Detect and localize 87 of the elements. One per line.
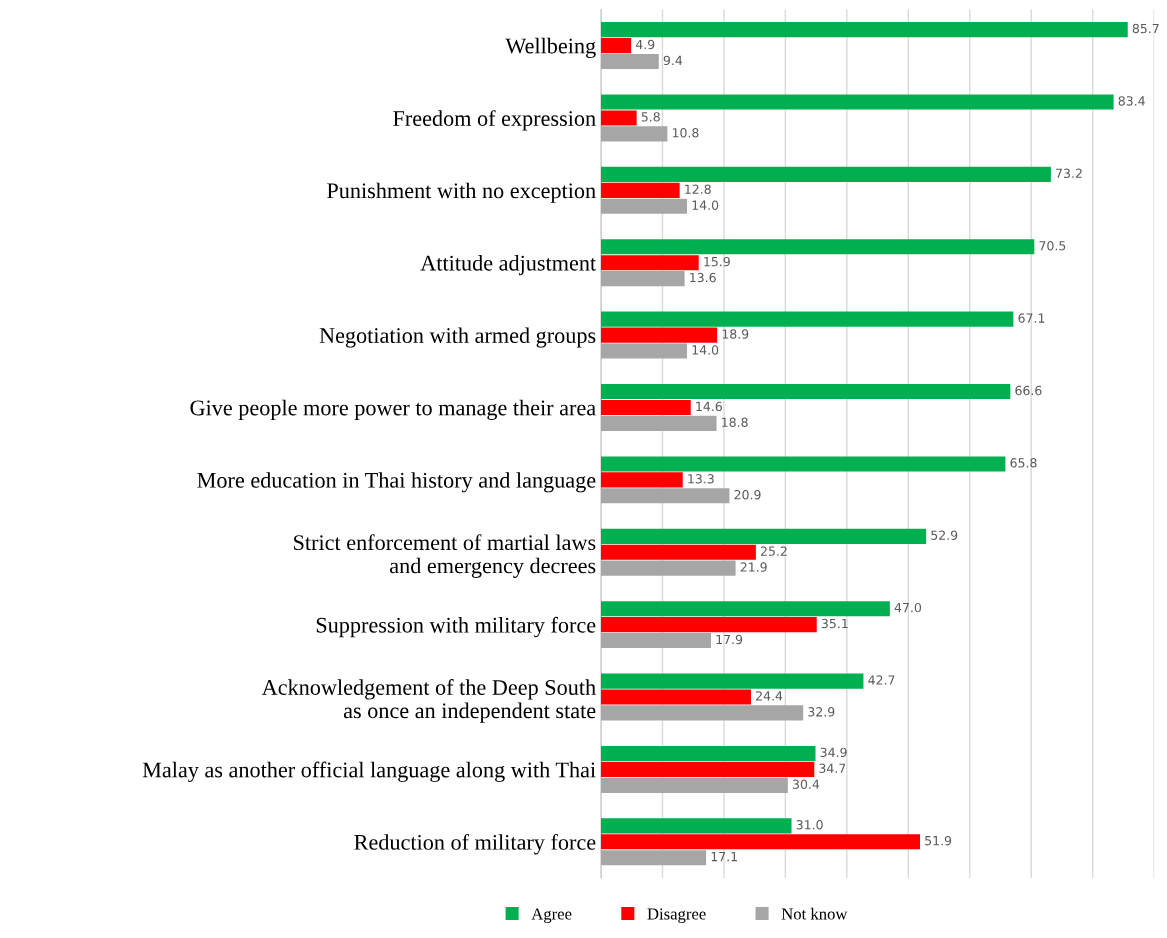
data-label: 5.8 [641, 112, 660, 122]
bar [601, 327, 718, 343]
data-label: 51.9 [925, 835, 952, 846]
bar [601, 689, 751, 705]
bar [601, 632, 712, 649]
data-label: 67.1 [1018, 313, 1045, 323]
bar [601, 834, 920, 850]
data-label: 24.4 [756, 691, 783, 701]
y-tick-label: Suppression with military force [316, 616, 596, 638]
data-label: 66.6 [1015, 385, 1042, 396]
bar [601, 488, 730, 504]
data-label: 83.4 [1118, 96, 1145, 106]
y-tick-label: Strict enforcement of martial laws and emergency decrees [294, 534, 596, 578]
data-label: 14.0 [692, 200, 719, 210]
data-label: 13.6 [690, 272, 716, 283]
data-label: 47.0 [894, 602, 922, 613]
bar [601, 53, 659, 70]
bar [601, 399, 691, 416]
y-tick-label: Negotiation with armed groups [319, 327, 596, 348]
y-tick-label: Give people more power to manage their area [190, 399, 596, 420]
bar [601, 239, 1035, 255]
bar [601, 818, 792, 834]
bar [601, 544, 756, 560]
data-label: 18.9 [722, 329, 749, 339]
bar [601, 761, 815, 777]
bar [601, 745, 816, 762]
y-tick-label: Wellbeing [505, 37, 596, 59]
bar [601, 850, 707, 866]
data-label: 31.0 [796, 820, 823, 830]
bar [601, 560, 736, 576]
data-label: 35.1 [821, 618, 848, 629]
bar [601, 472, 683, 488]
data-label: 15.9 [704, 256, 730, 267]
data-label: 14.0 [692, 345, 719, 355]
data-label: 10.8 [672, 128, 699, 138]
bar [601, 617, 817, 633]
bar [601, 110, 637, 126]
bar [601, 198, 688, 214]
data-label: 4.9 [635, 39, 655, 50]
data-label: 52.9 [931, 530, 958, 540]
data-label: 13.3 [688, 474, 714, 484]
bar [601, 38, 632, 54]
bar [601, 182, 680, 198]
data-label: 42.7 [868, 675, 895, 685]
data-label: 17.1 [711, 852, 737, 862]
legend-label: Disagree [647, 908, 706, 923]
y-tick-label: Freedom of expression [393, 110, 596, 131]
bar [601, 22, 1128, 38]
data-label: 70.5 [1039, 240, 1066, 251]
data-label: 34.7 [819, 763, 846, 774]
data-label: 85.7 [1132, 23, 1159, 34]
data-label: 32.9 [808, 707, 835, 717]
legend-label: Agree [531, 908, 572, 923]
data-label: 30.4 [792, 779, 820, 789]
y-tick-label: Attitude adjustment [420, 255, 597, 276]
bar [601, 705, 804, 721]
data-label: 65.8 [1010, 458, 1037, 468]
data-label: 17.9 [716, 634, 743, 645]
bar [601, 777, 788, 793]
data-label: 34.9 [820, 747, 847, 758]
bar [601, 126, 668, 142]
data-label: 12.8 [685, 184, 711, 194]
data-label: 21.9 [740, 562, 767, 572]
bar [601, 311, 1014, 327]
y-tick-label: Acknowledgement of the Deep South as once an independent state [261, 679, 596, 723]
y-tick-label: Punishment with no exception [327, 182, 596, 203]
bar [601, 271, 685, 287]
bar [601, 673, 864, 689]
bar [601, 255, 699, 271]
bar [601, 166, 1051, 182]
data-label: 20.9 [734, 489, 761, 500]
data-label: 14.6 [696, 401, 722, 412]
y-tick-label: Reduction of military force [354, 833, 596, 855]
data-label: 9.4 [663, 55, 683, 66]
legend-label: Not know [781, 907, 848, 920]
data-label: 18.8 [722, 417, 748, 428]
bar [601, 94, 1114, 110]
bar [601, 601, 890, 617]
y-tick-label: More education in Thai history and language [197, 472, 596, 493]
bar [601, 528, 927, 544]
y-tick-label: Malay as another official language along with Thai [142, 761, 596, 783]
bar [601, 343, 688, 359]
bar [601, 383, 1011, 400]
data-label: 25.2 [760, 546, 787, 556]
bar [601, 415, 717, 431]
data-label: 73.2 [1056, 168, 1082, 179]
bar [601, 456, 1006, 472]
